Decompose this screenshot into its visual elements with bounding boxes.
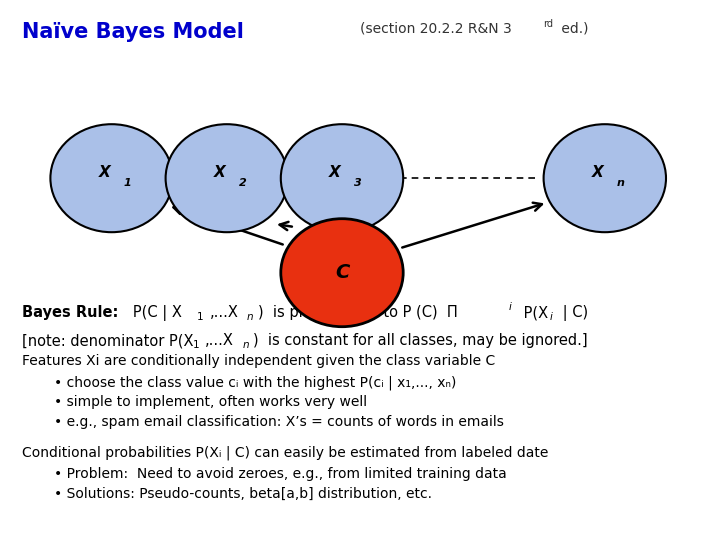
Text: • simple to implement, often works very well: • simple to implement, often works very … bbox=[54, 395, 367, 409]
Text: i: i bbox=[509, 302, 512, 313]
Text: )  is constant for all classes, may be ignored.]: ) is constant for all classes, may be ig… bbox=[253, 333, 588, 348]
Text: ,...X: ,...X bbox=[205, 333, 234, 348]
Text: X: X bbox=[592, 165, 603, 180]
Text: P(X: P(X bbox=[519, 305, 548, 320]
Text: 1: 1 bbox=[197, 312, 203, 322]
Text: ,...X: ,...X bbox=[210, 305, 238, 320]
Text: i: i bbox=[549, 312, 552, 322]
Text: • choose the class value cᵢ with the highest P(cᵢ | x₁,..., xₙ): • choose the class value cᵢ with the hig… bbox=[54, 375, 456, 390]
Ellipse shape bbox=[50, 124, 173, 232]
Text: • Solutions: Pseudo-counts, beta[a,b] distribution, etc.: • Solutions: Pseudo-counts, beta[a,b] di… bbox=[54, 487, 432, 501]
Text: 1: 1 bbox=[193, 340, 199, 350]
Text: Conditional probabilities P(Xᵢ | C) can easily be estimated from labeled date: Conditional probabilities P(Xᵢ | C) can … bbox=[22, 446, 548, 460]
Text: X: X bbox=[214, 165, 225, 180]
Text: 2: 2 bbox=[239, 178, 246, 187]
Ellipse shape bbox=[166, 124, 288, 232]
Text: n: n bbox=[617, 178, 624, 187]
Ellipse shape bbox=[281, 124, 403, 232]
Text: Features Xi are conditionally independent given the class variable C: Features Xi are conditionally independen… bbox=[22, 354, 495, 368]
Text: rd: rd bbox=[544, 19, 554, 30]
Text: C: C bbox=[335, 263, 349, 282]
Text: n: n bbox=[247, 312, 253, 322]
Text: • Problem:  Need to avoid zeroes, e.g., from limited training data: • Problem: Need to avoid zeroes, e.g., f… bbox=[54, 467, 507, 481]
Ellipse shape bbox=[544, 124, 666, 232]
Text: | C): | C) bbox=[558, 305, 588, 321]
Text: (section 20.2.2 R&N 3: (section 20.2.2 R&N 3 bbox=[360, 22, 512, 36]
Text: X: X bbox=[329, 165, 341, 180]
Text: )  is proportional to P (C)  Π: ) is proportional to P (C) Π bbox=[258, 305, 458, 320]
Text: n: n bbox=[243, 340, 249, 350]
Text: P(C | X: P(C | X bbox=[119, 305, 181, 321]
Text: Naïve Bayes Model: Naïve Bayes Model bbox=[22, 22, 243, 42]
Text: 3: 3 bbox=[354, 178, 361, 187]
Ellipse shape bbox=[281, 219, 403, 327]
Text: ed.): ed.) bbox=[557, 22, 589, 36]
Text: • e.g., spam email classification: X’s = counts of words in emails: • e.g., spam email classification: X’s =… bbox=[54, 415, 504, 429]
Text: X: X bbox=[99, 165, 110, 180]
Text: 1: 1 bbox=[124, 178, 131, 187]
Text: Bayes Rule:: Bayes Rule: bbox=[22, 305, 118, 320]
Text: [note: denominator P(X: [note: denominator P(X bbox=[22, 333, 193, 348]
